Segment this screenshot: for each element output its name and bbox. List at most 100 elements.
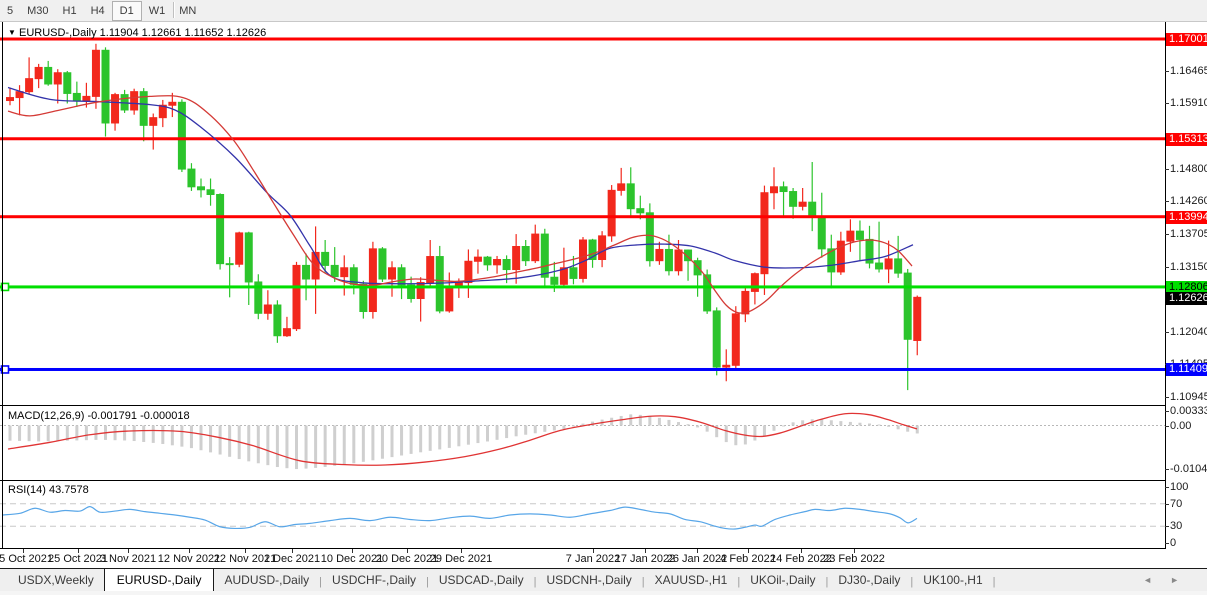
date-tickmark [128,549,129,553]
tab-separator: | [533,575,537,588]
rsi-scale-label: 0 [1170,536,1177,549]
date-label: 1 Dec 2021 [263,553,321,565]
main-chart-pane[interactable]: ▼ EURUSD-,Daily 1.11904 1.12661 1.11652 … [0,22,1166,405]
date-tickmark [645,549,646,553]
chart-tab-bar: USDX,Weekly EURUSD-,Daily AUDUSD-,Daily | US… [0,568,1207,591]
timeframe-button-h1[interactable]: H1 [62,4,77,17]
tab-separator: | [992,575,996,588]
macd-name: MACD(12,26,9) [8,410,85,422]
timeframe-toolbar: 5 M30 H1 H4 D1 W1 MN [0,0,1207,22]
chart-tab-usdx-weekly[interactable]: USDX,Weekly [18,573,94,587]
timeframe-button-mn[interactable]: MN [179,4,197,17]
toolbar-separator [173,2,174,18]
rsi-value: 43.7578 [48,484,89,496]
chart-tab-xauusd-h1[interactable]: XAUUSD-,H1 [654,573,728,587]
chart-tab-usdcad-daily[interactable]: USDCAD-,Daily [438,573,524,587]
price-tickmark [1165,169,1169,170]
chart-tab-usdchf-daily[interactable]: USDCHF-,Daily [332,573,417,587]
rsi-pane[interactable]: RSI(14) 43.7578 [0,481,1166,548]
date-label: 25 Oct 2021 [48,553,108,565]
price-tickmark [1165,103,1169,104]
tab-separator: | [641,575,645,588]
timeframe-button-d1[interactable]: D1 [111,0,142,21]
pane-separator-2[interactable] [0,480,1166,481]
date-label: 10 Dec 2021 [320,553,384,565]
level-price-badge: 1.11409 [1166,362,1207,376]
date-label: 22 Nov 2021 [213,553,277,565]
chart-left-border [2,22,3,548]
chart-title: ▼ EURUSD-,Daily 1.11904 1.12661 1.11652 … [8,27,266,39]
bottom-strip [0,591,1207,595]
chart-tab-dj30-daily[interactable]: DJ30-,Daily [838,573,901,587]
price-tickmark [1165,426,1169,427]
chart-tab-audusd-daily[interactable]: AUDUSD-,Daily [224,573,310,587]
date-tickmark [78,549,79,553]
rsi-label: RSI(14) 43.7578 [8,484,89,496]
date-tickmark [23,549,24,553]
level-price-badge: 1.17001 [1166,32,1207,46]
date-label: 12 Nov 2021 [157,553,221,565]
price-tickmark [1165,487,1169,488]
chart-tab-ukoil-daily[interactable]: UKOil-,Daily [750,573,816,587]
date-tickmark [461,549,462,553]
price-tickmark [1165,71,1169,72]
chart-tab-uk100-h1[interactable]: UK100-,H1 [923,573,983,587]
tab-separator: | [426,575,429,588]
price-tick-label: 1.13150 [1170,260,1207,273]
rsi-scale-label: 70 [1170,497,1183,510]
price-tick-label: 1.14800 [1170,162,1207,175]
tab-scroll-left-icon[interactable]: ◄ [1143,575,1171,585]
date-label: 29 Dec 2021 [429,553,493,565]
price-tick-label: 1.16465 [1170,64,1207,77]
price-tickmark [1165,234,1169,235]
date-label: 7 Jan 2022 [565,553,621,565]
price-tickmark [1165,469,1169,470]
price-tick-label: 1.14260 [1170,194,1207,207]
price-tickmark [1165,504,1169,505]
level-price-badge: 1.15313 [1166,132,1207,146]
date-tickmark [801,549,802,553]
date-label: 26 Jan 2022 [666,553,728,565]
timeframe-button-5[interactable]: 5 [7,4,14,17]
rsi-name: RSI(14) [8,484,46,496]
current-price-badge: 1.12626 [1166,291,1207,305]
symbol-dropdown-icon[interactable]: ▼ [8,28,16,37]
date-label: 17 Jan 2022 [614,553,676,565]
chart-symbol: EURUSD-,Daily [18,27,97,39]
date-tickmark [352,549,353,553]
chart-ohlc-values: 1.11904 1.12661 1.11652 1.12626 [99,27,267,39]
rsi-scale-label: 100 [1170,480,1189,493]
date-tickmark [189,549,190,553]
price-tickmark [1165,201,1169,202]
price-tickmark [1165,397,1169,398]
date-tickmark [697,549,698,553]
price-tickmark [1165,526,1169,527]
macd-scale-label: 0.003331 [1170,404,1207,417]
macd-values: -0.001791 -0.000018 [87,410,190,422]
date-tickmark [407,549,408,553]
date-tickmark [854,549,855,553]
date-label: 20 Dec 2021 [375,553,439,565]
chart-tab-usdcnh-daily[interactable]: USDCNH-,Daily [546,573,632,587]
price-tick-label: 1.12040 [1170,325,1207,338]
tab-scroll-arrows: ◄► [1143,575,1197,585]
rsi-scale-label: 30 [1170,519,1183,532]
tab-separator: | [737,575,741,588]
macd-pane[interactable]: MACD(12,26,9) -0.001791 -0.000018 [0,407,1166,480]
date-tickmark [292,549,293,553]
level-price-badge: 1.12806 [1166,280,1207,294]
timeframe-button-m30[interactable]: M30 [27,4,49,17]
chart-tab-eurusd-daily[interactable]: EURUSD-,Daily [103,568,215,591]
timeframe-button-w1[interactable]: W1 [148,4,166,17]
pane-separator-1[interactable] [0,405,1166,406]
date-tickmark [245,549,246,553]
timeframe-button-h4[interactable]: H4 [90,4,105,17]
macd-label: MACD(12,26,9) -0.001791 -0.000018 [8,410,190,422]
price-tickmark [1165,411,1169,412]
date-label: 15 Oct 2021 [0,553,53,565]
date-label: 3 Nov 2021 [99,553,157,565]
tab-separator: | [910,575,914,588]
tab-scroll-right-icon[interactable]: ► [1170,575,1197,585]
level-price-badge: 1.13994 [1166,210,1207,224]
